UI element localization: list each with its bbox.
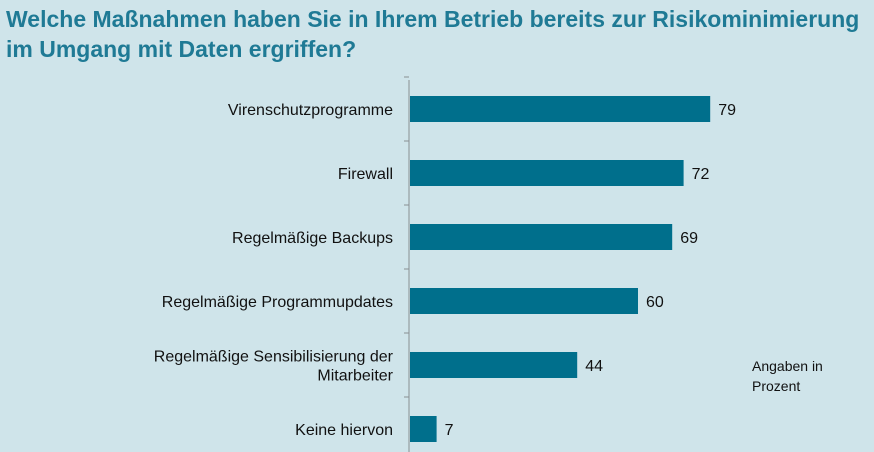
value-label: 7 xyxy=(445,422,454,439)
bar-1 xyxy=(410,96,711,122)
bar-6 xyxy=(410,416,437,442)
category-label: Regelmäßige Sensibilisierung der Mitarbei… xyxy=(154,349,394,385)
category-label: Regelmäßige Backups xyxy=(232,230,393,247)
bar-4 xyxy=(410,288,638,314)
units-note: Angaben in Prozent xyxy=(752,358,823,394)
bar-3 xyxy=(410,224,673,250)
value-label: 79 xyxy=(718,102,736,119)
value-label: 60 xyxy=(646,294,664,311)
value-label: 72 xyxy=(692,166,710,183)
category-label: Keine hiervon xyxy=(295,422,393,439)
bar-2 xyxy=(410,160,684,186)
category-label: Virenschutzprogramme xyxy=(228,102,393,119)
value-label: 44 xyxy=(585,358,603,375)
category-label: Firewall xyxy=(338,166,393,183)
value-label: 69 xyxy=(680,230,698,247)
chart-title: Welche Maßnahmen haben Sie in Ihrem Betr… xyxy=(6,6,860,62)
bar-5 xyxy=(410,352,578,378)
category-label: Regelmäßige Programmupdates xyxy=(162,294,393,311)
